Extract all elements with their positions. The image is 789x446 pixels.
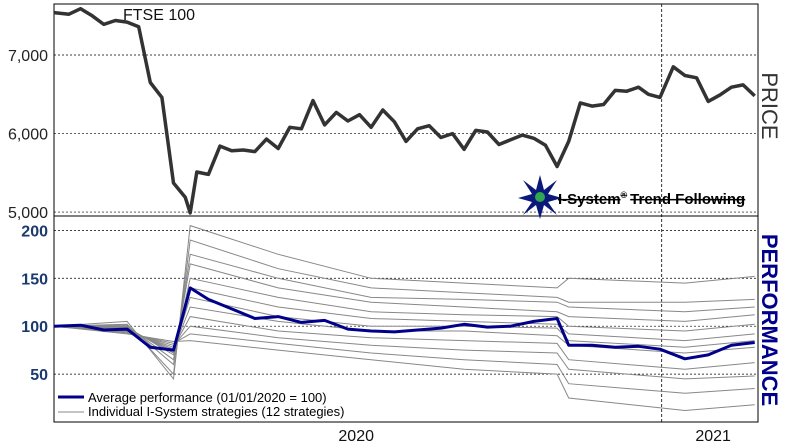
x-tick-label: 2020 [338,428,374,445]
price-panel-frame [53,3,759,217]
performance-tick-label: 150 [21,271,48,288]
price-gridlines [54,4,758,422]
strategy-line [53,224,755,381]
strategy-line [53,325,755,412]
strategy-line [53,287,755,354]
price-line [53,6,756,215]
i-system-logo: I-System® Trend Following [518,175,745,219]
logo-title: I-System® Trend Following [558,190,745,208]
performance-axis-label: PERFORMANCE [757,234,782,406]
strategy-line [53,316,755,370]
strategy-line [53,325,755,394]
legend-average-label: Average performance (01/01/2020 = 100) [88,390,327,405]
average-performance-line [53,286,755,361]
strategy-lines [53,224,755,412]
price-tick-label: 6,000 [8,127,48,144]
strategy-line [53,239,755,376]
price-chart-title: FTSE 100 [123,7,195,24]
price-tick-labels: 5,000 6,000 7,000 [8,48,48,222]
x-tick-labels: 2020 2021 [338,428,731,445]
price-line-group [53,6,756,215]
strategy-line [53,277,755,356]
strategy-line [53,296,755,352]
performance-panel-frame [53,215,759,423]
price-tick-label: 5,000 [8,205,48,222]
strategy-line [53,325,755,380]
average-line-group [53,286,755,361]
strategy-line [53,253,755,366]
performance-tick-labels: 50 100 150 200 [21,223,48,384]
legend-strategies-label: Individual I-System strategies (12 strat… [88,404,345,419]
price-tick-label: 7,000 [8,48,48,65]
price-axis-label: PRICE [757,72,782,139]
x-tick-label: 2021 [695,428,731,445]
performance-tick-label: 100 [21,319,48,336]
performance-tick-label: 50 [30,367,48,384]
performance-tick-label: 200 [21,223,48,240]
logo-center-dot [535,192,545,202]
legend: Average performance (01/01/2020 = 100) I… [58,390,345,419]
